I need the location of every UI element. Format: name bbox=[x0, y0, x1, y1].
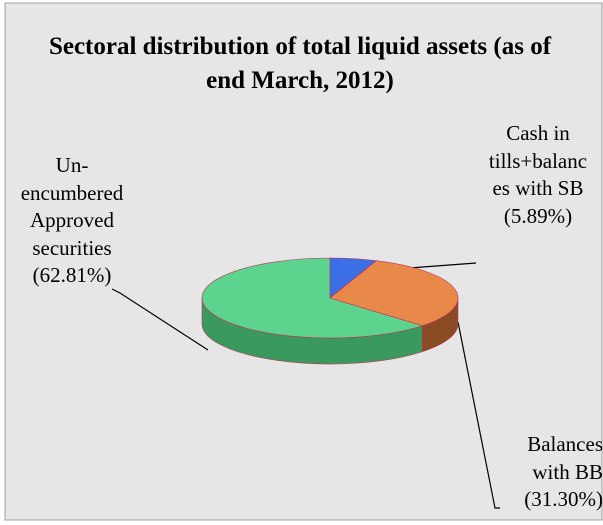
slice bbox=[201, 257, 424, 339]
value-label: (62.81%) bbox=[32, 263, 112, 287]
pie bbox=[201, 257, 459, 365]
slice-label: Un-encumbered Approved securities (62.81… bbox=[12, 152, 132, 290]
category-label: Balances with BB bbox=[527, 432, 603, 484]
value-label: (5.89%) bbox=[503, 203, 573, 228]
value-label: (31.30%) bbox=[524, 487, 603, 511]
category-label: Cash in tills+balances with SB bbox=[488, 121, 588, 200]
leader-line bbox=[111, 288, 209, 351]
category-label: Un-encumbered Approved securities bbox=[20, 153, 124, 260]
slice-label: Balances with BB (31.30%) bbox=[483, 431, 603, 514]
slice-label: Cash in tills+balances with SB (5.89%) bbox=[488, 120, 588, 230]
slice bbox=[329, 260, 459, 327]
leader-line bbox=[457, 321, 500, 509]
chart-title: Sectoral distribution of total liquid as… bbox=[48, 33, 552, 94]
